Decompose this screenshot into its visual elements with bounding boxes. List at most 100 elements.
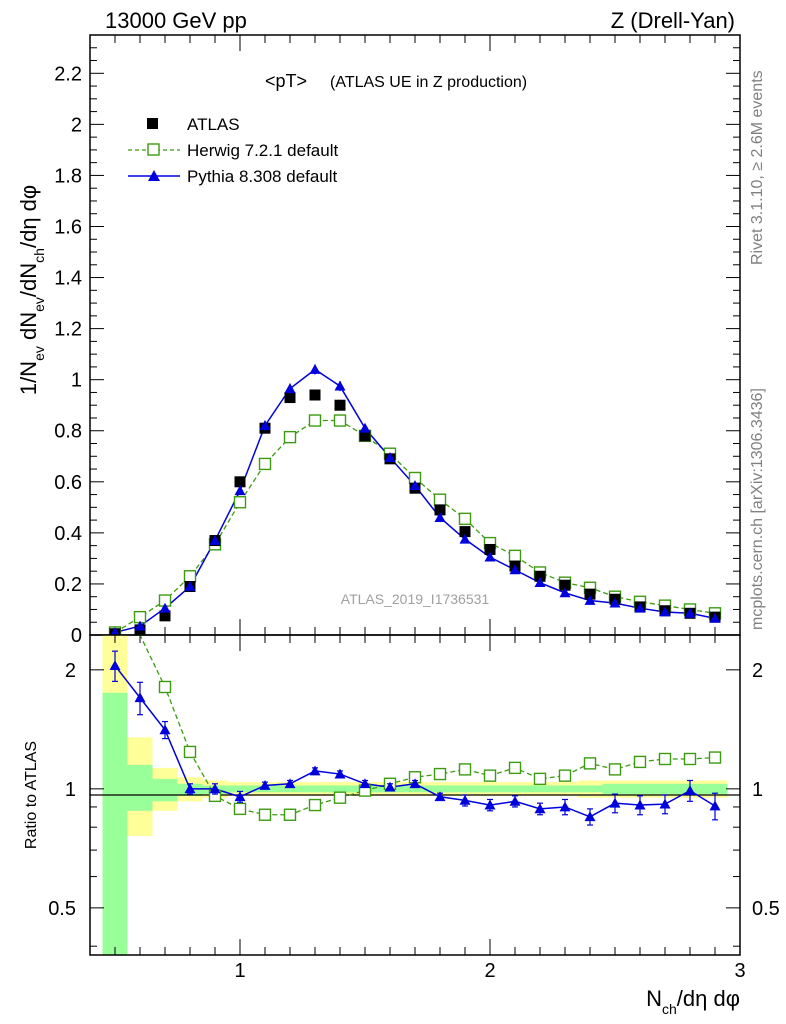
- herwig-ratio-point: [533, 772, 547, 786]
- pythia-ratio-point: [634, 799, 646, 810]
- ratio-stat-uncertainty-band: [577, 785, 603, 793]
- ratio-y-tick-label: 0.5: [48, 898, 76, 920]
- ratio-stat-uncertainty-band: [327, 785, 353, 793]
- ratio-y-tick-label: 2: [65, 660, 76, 682]
- pythia-ratio-point: [334, 768, 346, 779]
- pythia-point: [359, 422, 371, 433]
- ratio-y-tick-label: 1: [65, 779, 76, 801]
- pythia-ratio-point: [409, 778, 421, 789]
- ratio-stat-uncertainty-band: [127, 764, 153, 811]
- main-y-tick-label: 0.8: [54, 421, 82, 443]
- pythia-point: [659, 606, 671, 617]
- pythia-ratio-point: [609, 797, 621, 808]
- pythia-point: [484, 551, 496, 562]
- ratio-stat-uncertainty-band: [152, 778, 178, 802]
- pythia-point: [684, 607, 696, 618]
- pythia-ratio-point: [684, 785, 696, 795]
- header-left-label: 13000 GeV pp: [105, 8, 247, 33]
- main-y-tick-label: 0.4: [54, 523, 82, 545]
- legend-atlas-label: ATLAS: [187, 115, 240, 134]
- legend-atlas-marker: [147, 118, 158, 129]
- pythia-ratio-point: [209, 783, 221, 794]
- herwig-ratio-point: [683, 752, 697, 766]
- ratio-stat-uncertainty-band: [427, 785, 453, 793]
- legend-pythia-label: Pythia 8.308 default: [187, 167, 338, 186]
- pythia-ratio-point: [434, 791, 446, 802]
- herwig-ratio-point: [508, 761, 522, 775]
- ratio-stat-uncertainty-band: [502, 785, 528, 793]
- herwig-ratio-point: [233, 802, 247, 816]
- herwig-ratio-point: [183, 745, 197, 759]
- ratio-x-tick-label: 1: [234, 960, 245, 982]
- pythia-ratio-point: [284, 778, 296, 789]
- pythia-point: [709, 612, 721, 623]
- pythia-point: [434, 512, 446, 522]
- main-y-tick-label: 1.8: [54, 165, 82, 187]
- atlas-data-point: [234, 476, 246, 488]
- herwig-point: [458, 512, 472, 526]
- pythia-ratio-point: [109, 660, 121, 671]
- ratio-stat-uncertainty-band: [552, 785, 578, 793]
- main-y-axis-title: 1/Nev dNev/dNch/dη dφ: [16, 185, 47, 395]
- ratio-stat-uncertainty-band: [277, 785, 303, 793]
- main-y-tick-label: 1.2: [54, 319, 82, 341]
- pythia-point: [309, 363, 321, 374]
- legend-pythia-marker: [148, 170, 160, 181]
- herwig-point: [308, 414, 322, 427]
- pythia-point: [209, 535, 221, 545]
- herwig-ratio-point: [658, 752, 672, 766]
- atlas-data-point: [284, 392, 296, 404]
- pythia-ratio-point: [359, 778, 371, 789]
- main-y-tick-label: 1.6: [54, 216, 82, 238]
- ratio-y-tick-label-right: 1: [752, 779, 763, 801]
- pythia-ratio-point: [134, 692, 146, 703]
- atlas-data-point: [359, 430, 371, 442]
- herwig-ratio-point: [458, 763, 472, 776]
- pythia-point: [334, 380, 346, 391]
- pythia-point: [234, 485, 246, 496]
- herwig-ratio-point: [633, 755, 647, 769]
- pythia-point: [384, 452, 396, 462]
- pythia-ratio-point: [184, 783, 196, 794]
- herwig-point: [233, 496, 247, 509]
- herwig-ratio-point: [258, 808, 272, 821]
- pythia-point: [634, 602, 646, 613]
- plot-subtitle: (ATLAS UE in Z production): [330, 74, 527, 91]
- header-right-label: Z (Drell-Yan): [611, 8, 735, 33]
- x-axis-title: Nch/dη dφ: [646, 986, 740, 1017]
- analysis-id-label: ATLAS_2019_I1736531: [341, 591, 490, 607]
- ratio-stat-uncertainty-band: [527, 785, 553, 793]
- ratio-stat-uncertainty-band: [627, 783, 653, 795]
- main-y-tick-label: 0: [71, 625, 82, 647]
- ratio-stat-uncertainty-band: [477, 785, 503, 793]
- ratio-stat-uncertainty-band: [302, 785, 328, 793]
- herwig-point: [258, 457, 272, 471]
- herwig-point: [283, 430, 297, 444]
- legend: ATLAS Herwig 7.2.1 default Pythia 8.308 …: [128, 115, 338, 186]
- main-y-tick-label: 1: [71, 370, 82, 392]
- pythia-point: [459, 533, 471, 544]
- ratio-x-tick-label: 3: [734, 960, 745, 982]
- herwig-point: [508, 549, 522, 563]
- main-y-tick-label: 2.2: [54, 63, 82, 85]
- pythia-ratio-point: [259, 779, 271, 790]
- ratio-axis-ticks: 1 2 3 0.5 0.5 1 1 2 2: [48, 635, 780, 982]
- legend-herwig-label: Herwig 7.2.1 default: [187, 141, 338, 160]
- mcplots-label: mcplots.cern.ch [arXiv:1306.3436]: [749, 388, 766, 630]
- atlas-data-point: [459, 526, 471, 538]
- pythia-point: [584, 595, 596, 605]
- herwig-point: [183, 570, 197, 583]
- pythia-point: [409, 480, 421, 491]
- ratio-series-layer: [109, 634, 722, 826]
- ratio-stat-uncertainty-band: [402, 785, 428, 793]
- herwig-point: [333, 414, 347, 427]
- pythia-ratio-point: [534, 803, 546, 814]
- atlas-data-point: [434, 504, 446, 516]
- pythia-ratio-point: [459, 794, 471, 805]
- pythia-ratio-point: [384, 781, 396, 792]
- ratio-y-tick-label-right: 2: [752, 660, 763, 682]
- atlas-data-point: [159, 610, 171, 622]
- pythia-point: [609, 597, 621, 608]
- herwig-point: [433, 493, 447, 506]
